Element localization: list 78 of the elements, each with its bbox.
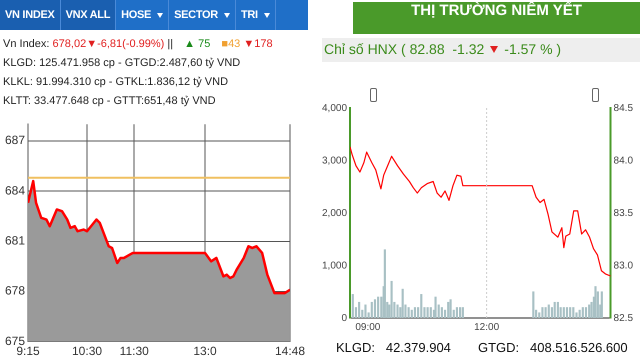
y-tick-label: 1,000 [322, 260, 348, 272]
bar [562, 307, 565, 318]
bar [462, 307, 464, 318]
chart-subtitle: Chỉ số HNX ( 82.88 -1.32 [324, 41, 484, 57]
bar [390, 280, 393, 318]
x-tick-label: 10:30 [72, 344, 102, 358]
y-tick-label: 678 [4, 284, 26, 298]
bar [426, 307, 429, 318]
bar [384, 249, 386, 318]
bar [548, 304, 550, 318]
y-tick-label: 0 [341, 312, 348, 324]
x-tick-label: 12:00 [474, 322, 500, 333]
bar [556, 302, 559, 318]
bar [420, 294, 422, 318]
bar [569, 307, 572, 318]
text: SECTOR [174, 8, 218, 23]
text: || [167, 38, 174, 50]
y2-tick-label: 82.5 [614, 312, 634, 324]
text: HOSE [121, 8, 152, 23]
bar [402, 288, 404, 318]
bar [600, 291, 603, 318]
y2-tick-label: 83.0 [614, 260, 634, 272]
x-tick-label: 09:00 [355, 322, 381, 333]
x-tick-label: 14:48 [274, 344, 306, 358]
bar [459, 307, 462, 318]
text: KLTT: 33.477.648 cp - GTTT:651,48 tỷ VND [3, 95, 216, 107]
bar [358, 302, 360, 318]
y-tick-label: 3,000 [322, 155, 348, 166]
bar [584, 307, 588, 318]
bar [377, 296, 380, 318]
bar [440, 307, 443, 318]
y2-tick-label: 84.5 [614, 102, 634, 114]
text: TRI [240, 8, 258, 23]
bar [456, 307, 458, 318]
text: KLGD: 125.471.958 cp - GTGD:2.487,60 tỷ VND [3, 57, 240, 69]
text: -1.57 % ) [504, 41, 562, 57]
bar [352, 294, 354, 318]
text: KLKL: 91.994.310 cp - GTKL:1.836,12 tỷ VND [3, 76, 228, 88]
bar [554, 302, 556, 318]
bar [370, 302, 373, 318]
y-tick-label: 684 [4, 183, 26, 198]
text: Vn Index: [3, 38, 50, 50]
bar [396, 304, 399, 318]
bar [566, 307, 568, 318]
x-tick-label: 13:0 [193, 344, 218, 358]
bar [572, 307, 574, 318]
bar [541, 307, 544, 318]
bar [544, 307, 547, 318]
text: VN INDEX [5, 8, 55, 23]
bar [594, 286, 597, 318]
bar [434, 296, 437, 318]
bar [410, 310, 413, 318]
y2-tick-label: 84.0 [614, 155, 634, 166]
bar [450, 299, 452, 318]
bar [582, 307, 584, 318]
text: VNX ALL [66, 8, 110, 23]
bar [408, 307, 410, 318]
chart-title: THỊ TRƯỜNG NIÊM YẾT [410, 2, 583, 19]
text: 678,02▼-6,81(-0.99%) [52, 38, 166, 50]
bar [447, 302, 450, 318]
y2-tick-label: 83.5 [614, 208, 634, 219]
text: ▲ 75 [184, 38, 212, 50]
bar [374, 299, 376, 318]
text: ▼178 [243, 38, 273, 50]
bar [588, 304, 590, 318]
bar [532, 291, 534, 318]
bar [578, 310, 581, 318]
bar [430, 307, 432, 318]
text: ■43 [221, 38, 242, 50]
bar [364, 304, 367, 318]
y-tick-label: 681 [4, 234, 26, 248]
y-tick-label: 2,000 [322, 208, 348, 219]
x-tick-label: 11:30 [120, 344, 150, 358]
y-tick-label: 687 [4, 133, 26, 148]
text: KLGD: 42.379.904 [336, 340, 451, 355]
y-tick-label: 4,000 [322, 102, 348, 114]
bar [414, 307, 416, 318]
text: GTGD: 408.516.526.600 [478, 340, 628, 355]
